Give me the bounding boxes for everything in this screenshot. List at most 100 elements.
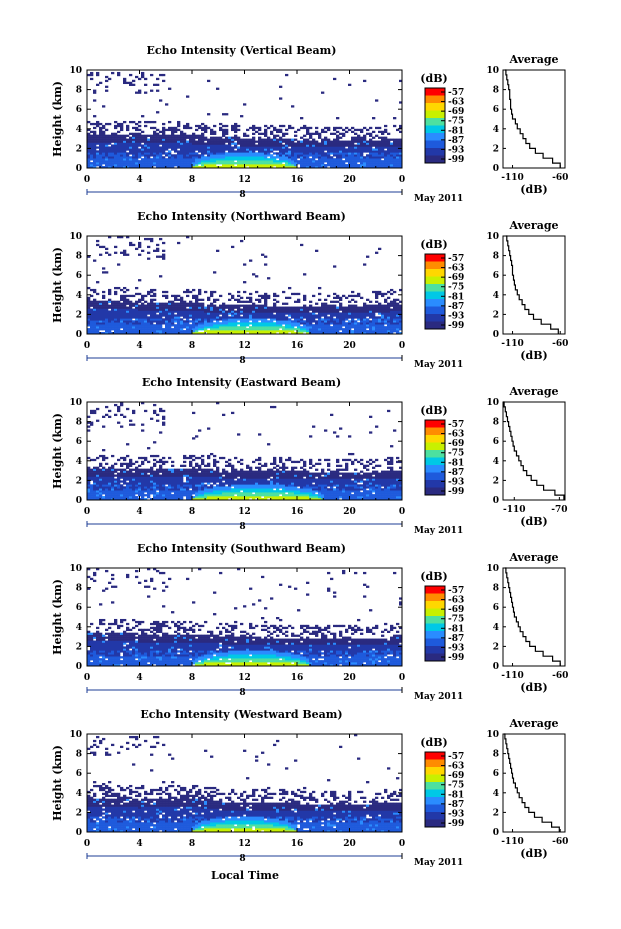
colorbar-tick-label: -99 <box>448 155 464 165</box>
heatmap-cell <box>99 490 103 493</box>
heatmap-cell <box>159 460 163 464</box>
heatmap-cell <box>213 310 217 313</box>
heatmap-cell <box>297 324 301 327</box>
heatmap-cell <box>150 330 154 333</box>
heatmap-cell <box>135 152 139 155</box>
heatmap-cell <box>267 138 271 141</box>
heatmap-cell <box>87 312 91 315</box>
heatmap-cell <box>375 164 379 167</box>
heatmap-cell <box>330 156 334 159</box>
heatmap-cell <box>387 164 391 167</box>
heatmap-cell <box>150 140 154 143</box>
heatmap-cell <box>318 164 322 167</box>
heatmap-cell <box>375 318 379 321</box>
heatmap-cell <box>330 150 334 153</box>
heatmap-cell <box>381 136 385 139</box>
heatmap-cell <box>237 150 241 153</box>
heatmap-cell <box>141 249 145 252</box>
heatmap-cell <box>240 312 244 315</box>
heatmap-cell <box>243 316 247 319</box>
heatmap-cell <box>87 306 91 309</box>
heatmap-cell <box>183 158 187 161</box>
heatmap-cell <box>207 478 211 481</box>
heatmap-cell <box>222 324 226 327</box>
heatmap-cell <box>207 113 211 116</box>
heatmap-cell <box>270 322 274 325</box>
heatmap-cell <box>369 304 373 307</box>
heatmap-cell <box>393 328 397 331</box>
heatmap-cell <box>99 158 103 161</box>
heatmap-cell <box>252 322 256 325</box>
heatmap-cell <box>252 166 256 169</box>
heatmap-cell <box>246 160 250 163</box>
heatmap-cell <box>120 312 124 315</box>
heatmap-cell <box>144 324 148 327</box>
heatmap-cell <box>357 310 361 313</box>
heatmap-cell <box>309 134 313 137</box>
heatmap-cell <box>297 314 301 317</box>
heatmap-cell <box>204 166 208 169</box>
heatmap-cell <box>162 498 166 501</box>
heatmap-cell <box>303 273 307 276</box>
heatmap-cell <box>243 263 247 266</box>
heatmap-cell <box>399 152 403 155</box>
heatmap-cell <box>180 488 184 491</box>
heatmap-cell <box>354 310 358 313</box>
heatmap-cell <box>327 156 331 159</box>
heatmap-cell <box>228 156 232 159</box>
heatmap-cell <box>162 140 166 143</box>
heatmap-cell <box>93 332 97 335</box>
heatmap-cell <box>156 486 160 489</box>
heatmap-cell <box>315 308 319 311</box>
heatmap-cell <box>90 458 94 462</box>
heatmap-cell <box>87 490 91 493</box>
heatmap-cell <box>396 138 400 141</box>
heatmap-cell <box>309 144 313 147</box>
heatmap-cell <box>102 136 106 139</box>
heatmap-cell <box>267 277 271 280</box>
heatmap-cell <box>168 484 172 487</box>
heatmap-cell <box>120 468 124 471</box>
heatmap-cell <box>153 474 157 477</box>
heatmap-cell <box>363 322 367 325</box>
heatmap-cell <box>117 480 121 483</box>
heatmap-cell <box>99 152 103 155</box>
heatmap-cell <box>195 162 199 165</box>
heatmap-cell <box>180 332 184 335</box>
heatmap-cell <box>192 154 196 157</box>
heatmap-cell <box>252 316 256 319</box>
heatmap-cell <box>171 322 175 325</box>
heatmap-cell <box>291 306 295 309</box>
heatmap-cell <box>360 154 364 157</box>
heatmap-cell <box>204 290 208 294</box>
heatmap-cell <box>171 308 175 311</box>
heatmap-cell <box>162 166 166 169</box>
heatmap-cell <box>282 328 286 331</box>
heatmap-cell <box>333 308 337 311</box>
heatmap-cell <box>222 456 226 460</box>
heatmap-cell <box>240 152 244 155</box>
heatmap-cell <box>282 138 286 141</box>
heatmap-cell <box>387 326 391 329</box>
heatmap-cell <box>156 488 160 491</box>
heatmap-cell <box>222 310 226 313</box>
heatmap-cell <box>249 484 253 487</box>
heatmap-cell <box>309 318 313 321</box>
heatmap-cell <box>168 492 172 495</box>
heatmap-cell <box>87 314 91 317</box>
heatmap-cell <box>300 318 304 321</box>
heatmap-cell <box>150 492 154 495</box>
heatmap-cell <box>138 132 142 135</box>
heatmap-cell <box>252 482 256 485</box>
heatmap-cell <box>150 312 154 315</box>
heatmap-cell <box>276 306 280 309</box>
heatmap-cell <box>237 478 241 481</box>
heatmap-cell <box>189 472 193 475</box>
heatmap-cell <box>219 482 223 485</box>
heatmap-cell <box>123 162 127 165</box>
heatmap-cell <box>258 314 262 317</box>
heatmap-cell <box>96 456 100 460</box>
heatmap-cell <box>228 142 232 145</box>
heatmap-cell <box>219 480 223 483</box>
heatmap-cell <box>114 164 118 167</box>
